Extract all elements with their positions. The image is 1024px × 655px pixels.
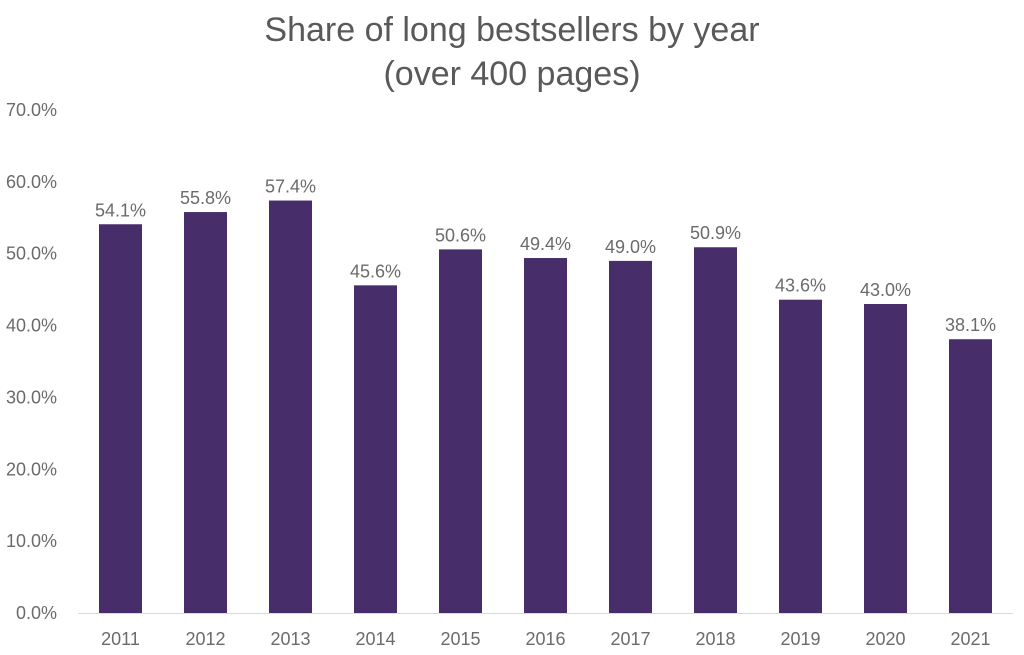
data-label-2011: 54.1% <box>95 200 146 220</box>
x-tick-label-2018: 2018 <box>695 629 735 649</box>
bar-2021 <box>949 339 992 613</box>
data-label-2017: 49.0% <box>605 237 656 257</box>
data-label-2012: 55.8% <box>180 188 231 208</box>
data-label-2020: 43.0% <box>860 280 911 300</box>
chart-title-line-2: (over 400 pages) <box>383 55 641 93</box>
bar-2016 <box>524 258 567 613</box>
bar-2012 <box>184 212 227 613</box>
chart-title: Share of long bestsellers by year (over … <box>0 8 1024 96</box>
bar-2017 <box>609 260 652 613</box>
bar-2011 <box>99 224 142 613</box>
data-label-2014: 45.6% <box>350 261 401 281</box>
y-tick-label: 0.0% <box>16 603 57 623</box>
y-tick-label: 70.0% <box>6 100 57 120</box>
x-tick-label-2019: 2019 <box>780 629 820 649</box>
x-tick-label-2014: 2014 <box>355 629 395 649</box>
x-tick-label-2012: 2012 <box>185 629 225 649</box>
bar-2013 <box>269 200 312 614</box>
data-label-2013: 57.4% <box>265 177 316 197</box>
x-tick-label-2011: 2011 <box>101 629 140 649</box>
data-label-2021: 38.1% <box>945 315 996 335</box>
x-tick-label-2021: 2021 <box>950 629 990 649</box>
bar-2014 <box>354 285 397 613</box>
bar-2015 <box>439 249 482 613</box>
bar-2019 <box>779 299 822 613</box>
x-tick-label-2016: 2016 <box>525 629 565 649</box>
y-tick-label: 30.0% <box>6 387 57 407</box>
y-tick-label: 60.0% <box>6 172 57 192</box>
y-tick-label: 50.0% <box>6 244 57 264</box>
data-label-2016: 49.4% <box>520 234 571 254</box>
bar-2020 <box>864 304 907 613</box>
y-tick-label: 10.0% <box>6 531 57 551</box>
bar-2018 <box>694 247 737 614</box>
data-label-2019: 43.6% <box>775 276 826 296</box>
x-tick-label-2015: 2015 <box>440 629 480 649</box>
x-tick-label-2020: 2020 <box>865 629 905 649</box>
y-tick-label: 40.0% <box>6 316 57 336</box>
x-tick-label-2017: 2017 <box>610 629 650 649</box>
data-label-2018: 50.9% <box>690 223 741 243</box>
x-tick-label-2013: 2013 <box>270 629 310 649</box>
y-tick-label: 20.0% <box>6 459 57 479</box>
chart-title-line-1: Share of long bestsellers by year <box>264 11 760 49</box>
data-label-2015: 50.6% <box>435 225 486 245</box>
